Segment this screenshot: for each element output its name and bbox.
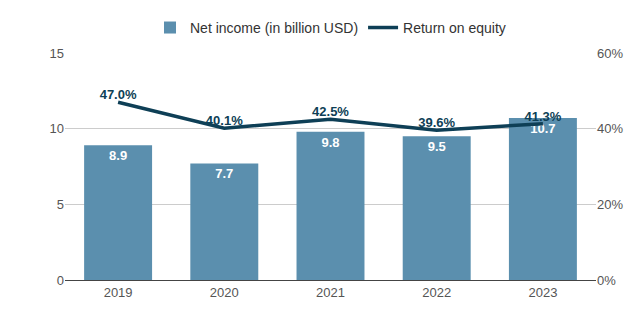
svg-text:10.7: 10.7	[530, 121, 555, 136]
svg-text:42.5%: 42.5%	[312, 104, 349, 119]
svg-text:60%: 60%	[597, 46, 623, 61]
svg-text:Net income (in billion USD): Net income (in billion USD)	[190, 20, 358, 36]
svg-text:47.0%: 47.0%	[100, 87, 137, 102]
svg-text:0: 0	[57, 273, 64, 288]
svg-text:2019: 2019	[104, 285, 133, 300]
svg-text:2022: 2022	[422, 285, 451, 300]
svg-text:2021: 2021	[316, 285, 345, 300]
svg-text:5: 5	[57, 197, 64, 212]
svg-text:15: 15	[50, 46, 64, 61]
svg-text:0%: 0%	[597, 273, 616, 288]
svg-text:2023: 2023	[528, 285, 557, 300]
svg-text:9.8: 9.8	[321, 135, 339, 150]
svg-text:2020: 2020	[210, 285, 239, 300]
svg-text:10: 10	[50, 121, 64, 136]
svg-text:Return on equity: Return on equity	[403, 20, 506, 36]
svg-text:41.3%: 41.3%	[524, 109, 561, 124]
svg-text:8.9: 8.9	[109, 148, 127, 163]
svg-text:20%: 20%	[597, 197, 623, 212]
svg-text:40.1%: 40.1%	[206, 113, 243, 128]
svg-text:9.5: 9.5	[428, 139, 446, 154]
svg-text:7.7: 7.7	[215, 166, 233, 181]
svg-text:39.6%: 39.6%	[418, 115, 455, 130]
svg-text:40%: 40%	[597, 121, 623, 136]
